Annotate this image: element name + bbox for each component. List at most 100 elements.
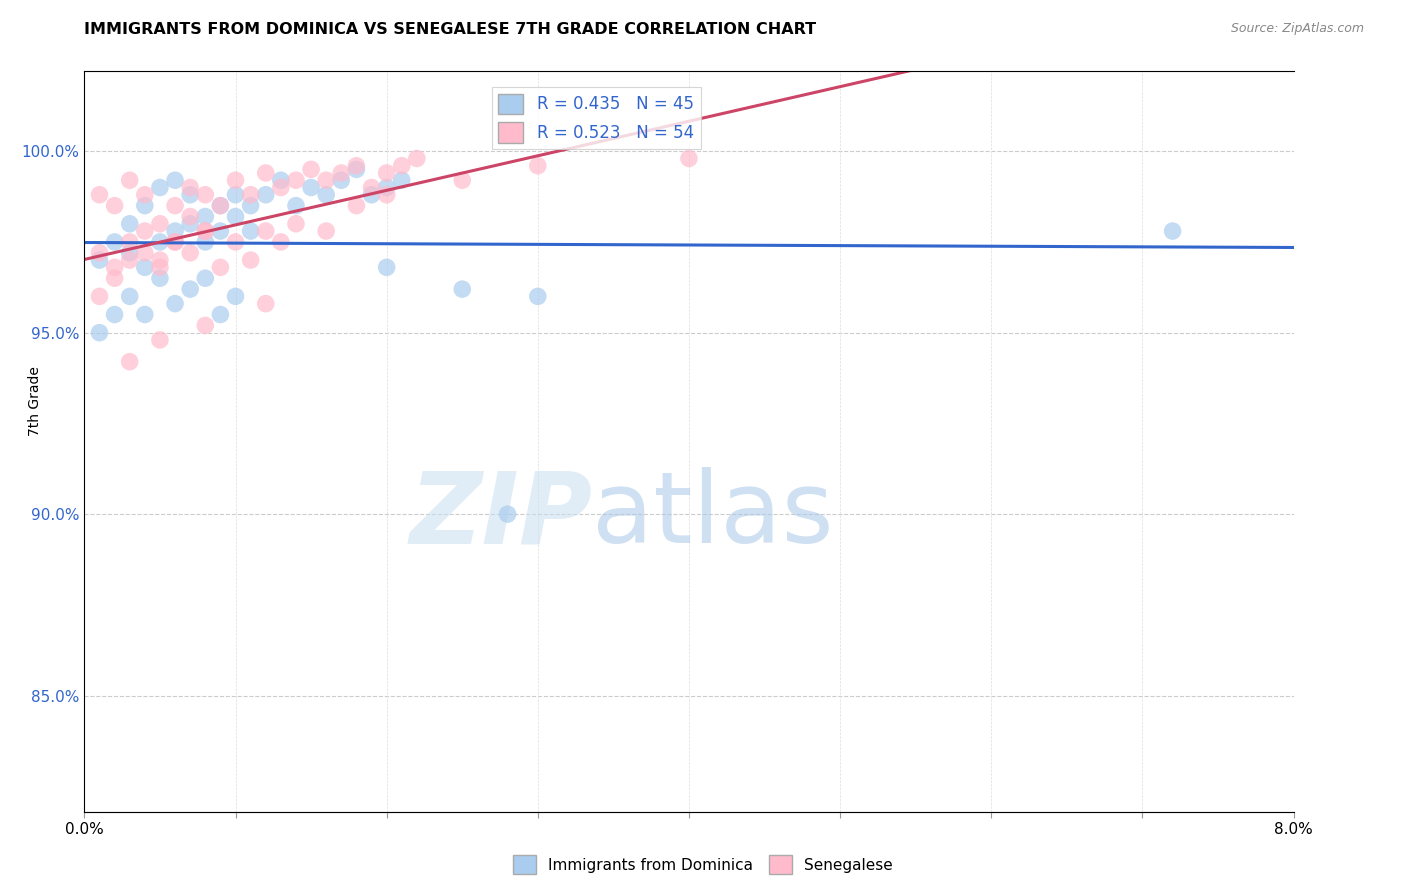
Point [209,260,232,275]
Point [527,289,550,303]
Point [375,187,398,202]
Point [225,173,247,187]
Point [179,282,201,296]
Point [330,173,353,187]
Point [165,235,187,249]
Point [118,354,141,368]
Point [225,187,247,202]
Point [346,199,368,213]
Point [194,210,217,224]
Point [239,224,262,238]
Point [254,187,277,202]
Point [134,260,156,275]
Point [118,217,141,231]
Point [149,333,172,347]
Point [194,235,217,249]
Point [451,173,474,187]
Point [118,289,141,303]
Point [346,162,368,177]
Point [134,224,156,238]
Point [194,318,217,333]
Point [104,235,127,249]
Point [179,187,201,202]
Point [254,166,277,180]
Point [375,260,398,275]
Point [678,152,700,166]
Point [270,235,292,249]
Point [285,173,308,187]
Point [360,187,382,202]
Point [209,308,232,322]
Point [89,326,111,340]
Point [254,296,277,310]
Point [451,282,474,296]
Point [299,180,322,194]
Point [239,253,262,268]
Point [270,173,292,187]
Point [315,224,337,238]
Point [118,173,141,187]
Point [89,245,111,260]
Point [118,245,141,260]
Text: IMMIGRANTS FROM DOMINICA VS SENEGALESE 7TH GRADE CORRELATION CHART: IMMIGRANTS FROM DOMINICA VS SENEGALESE 7… [84,22,817,37]
Point [149,235,172,249]
Point [149,260,172,275]
Point [360,180,382,194]
Point [391,173,413,187]
Point [330,166,353,180]
Point [496,507,519,521]
Point [194,271,217,285]
Text: Source: ZipAtlas.com: Source: ZipAtlas.com [1230,22,1364,36]
Legend: Immigrants from Dominica, Senegalese: Immigrants from Dominica, Senegalese [508,849,898,880]
Point [149,180,172,194]
Point [209,199,232,213]
Point [179,180,201,194]
Point [134,308,156,322]
Point [194,187,217,202]
Point [134,187,156,202]
Point [375,166,398,180]
Point [194,224,217,238]
Point [270,180,292,194]
Point [299,162,322,177]
Point [1161,224,1184,238]
Text: 7th Grade: 7th Grade [28,367,42,436]
Point [104,199,127,213]
Point [118,235,141,249]
Point [134,199,156,213]
Point [118,253,141,268]
Point [315,173,337,187]
Point [104,271,127,285]
Text: atlas: atlas [592,467,834,564]
Point [89,289,111,303]
Point [149,217,172,231]
Point [239,187,262,202]
Point [315,187,337,202]
Point [225,289,247,303]
Point [254,224,277,238]
Point [134,245,156,260]
Point [149,271,172,285]
Point [209,199,232,213]
Point [239,199,262,213]
Point [527,159,550,173]
Point [165,235,187,249]
Point [165,224,187,238]
Legend: R = 0.435   N = 45, R = 0.523   N = 54: R = 0.435 N = 45, R = 0.523 N = 54 [492,87,700,150]
Point [165,296,187,310]
Point [346,159,368,173]
Point [165,199,187,213]
Point [179,245,201,260]
Point [165,173,187,187]
Point [194,224,217,238]
Point [149,253,172,268]
Point [225,235,247,249]
Point [89,187,111,202]
Point [225,210,247,224]
Point [285,217,308,231]
Point [104,260,127,275]
Point [104,308,127,322]
Point [406,152,429,166]
Point [89,253,111,268]
Text: ZIP: ZIP [409,467,592,564]
